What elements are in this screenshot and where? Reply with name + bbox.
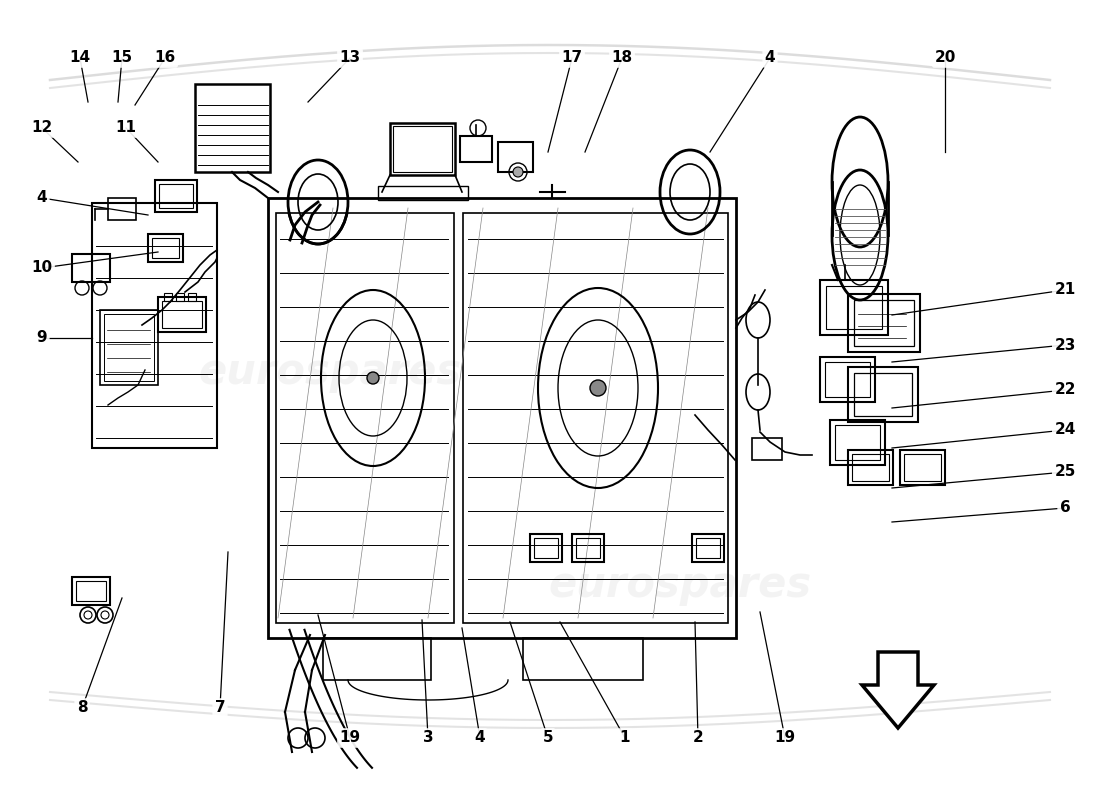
Bar	[848, 294, 920, 352]
Text: 6: 6	[1059, 501, 1070, 515]
Text: 4: 4	[36, 190, 47, 206]
Bar	[188, 293, 196, 301]
Bar	[152, 238, 179, 258]
Bar	[104, 314, 154, 381]
Bar	[854, 300, 914, 346]
Text: 18: 18	[612, 50, 632, 66]
Bar	[498, 142, 534, 172]
Bar	[158, 297, 206, 332]
Text: 5: 5	[542, 730, 553, 746]
Text: 4: 4	[764, 50, 776, 66]
Text: 1: 1	[619, 730, 630, 746]
Bar	[830, 420, 886, 465]
Bar	[852, 454, 889, 481]
Bar	[268, 198, 736, 638]
Ellipse shape	[367, 372, 380, 384]
Text: 17: 17	[561, 50, 583, 66]
Bar	[576, 538, 600, 558]
Text: 16: 16	[154, 50, 176, 66]
Bar	[323, 638, 431, 680]
Bar	[522, 638, 644, 680]
Text: 14: 14	[69, 50, 90, 66]
Text: 22: 22	[1054, 382, 1076, 398]
Bar	[276, 213, 454, 623]
Text: 9: 9	[36, 330, 47, 346]
Text: 12: 12	[32, 121, 53, 135]
Text: 8: 8	[77, 701, 87, 715]
Ellipse shape	[590, 380, 606, 396]
Bar	[904, 454, 940, 481]
Text: eurospares: eurospares	[548, 564, 811, 606]
Bar	[108, 198, 136, 220]
Bar	[696, 538, 720, 558]
Bar	[148, 234, 183, 262]
Bar	[826, 286, 882, 329]
Ellipse shape	[513, 167, 522, 177]
Bar	[390, 123, 455, 175]
Bar	[164, 293, 172, 301]
Bar	[752, 438, 782, 460]
Text: 20: 20	[934, 50, 956, 66]
Bar	[92, 203, 217, 448]
Bar	[155, 180, 197, 212]
Bar	[848, 367, 918, 422]
Bar	[854, 373, 912, 416]
Text: 23: 23	[1054, 338, 1076, 353]
Bar	[176, 293, 184, 301]
Text: 13: 13	[340, 50, 361, 66]
Text: 7: 7	[214, 701, 225, 715]
Bar	[393, 126, 452, 172]
Bar	[463, 213, 728, 623]
Text: 19: 19	[774, 730, 795, 746]
Bar	[460, 136, 492, 162]
Bar	[900, 450, 945, 485]
Text: 25: 25	[1054, 465, 1076, 479]
Text: 11: 11	[116, 121, 136, 135]
Bar	[848, 450, 893, 485]
Bar	[530, 534, 562, 562]
Bar	[825, 362, 870, 397]
Text: 19: 19	[340, 730, 361, 746]
Bar	[72, 254, 110, 282]
Bar	[820, 357, 874, 402]
Bar	[100, 310, 158, 385]
Polygon shape	[862, 652, 934, 728]
Bar	[572, 534, 604, 562]
Bar	[820, 280, 888, 335]
Bar	[835, 425, 880, 460]
Bar	[162, 301, 202, 328]
Bar	[72, 577, 110, 605]
Text: 21: 21	[1055, 282, 1076, 298]
Text: 2: 2	[693, 730, 703, 746]
Text: 10: 10	[32, 261, 53, 275]
Bar	[195, 84, 270, 172]
Bar	[76, 581, 106, 601]
Bar	[692, 534, 724, 562]
Text: eurospares: eurospares	[198, 351, 461, 393]
Bar	[378, 186, 468, 200]
Text: 3: 3	[422, 730, 433, 746]
Text: 15: 15	[111, 50, 133, 66]
Bar	[160, 184, 192, 208]
Text: 24: 24	[1054, 422, 1076, 438]
Text: 4: 4	[475, 730, 485, 746]
Bar	[534, 538, 558, 558]
